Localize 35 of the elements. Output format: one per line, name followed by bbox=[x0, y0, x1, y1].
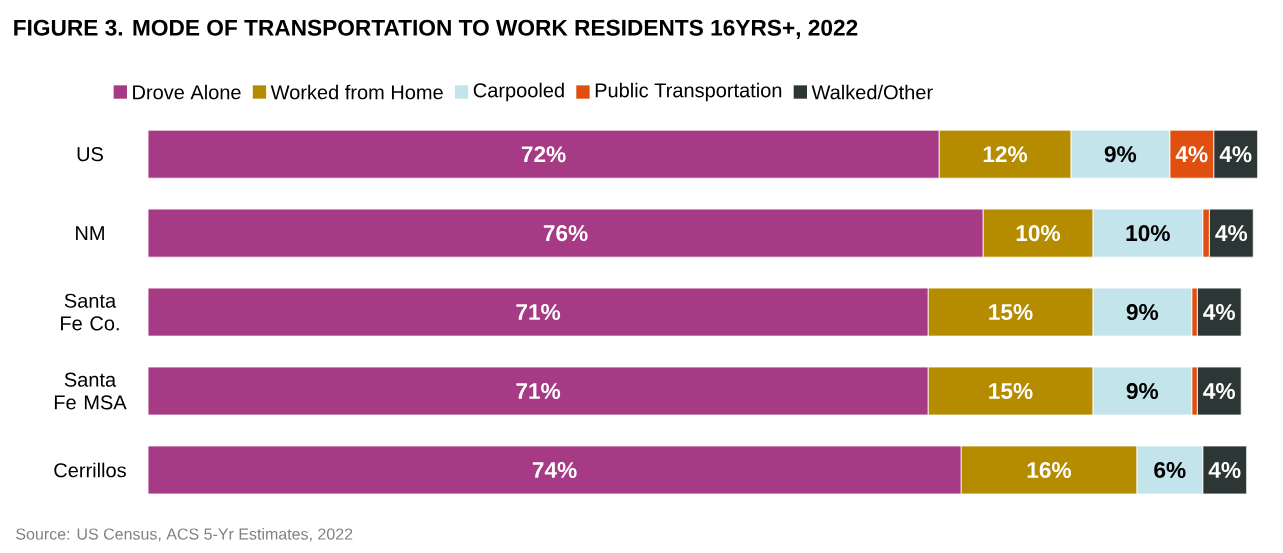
y-tick-label: Santa Fe Co. bbox=[61, 293, 119, 331]
data-label: 74% bbox=[532, 461, 577, 478]
data-label: 71% bbox=[516, 303, 561, 320]
data-label: 4% bbox=[1203, 382, 1235, 399]
data-label: 4% bbox=[1203, 303, 1235, 320]
bar bbox=[1196, 366, 1242, 416]
data-label: 71% bbox=[516, 382, 561, 399]
data-label: 16% bbox=[1027, 461, 1071, 478]
data-label: 10% bbox=[1016, 224, 1061, 241]
bar bbox=[1196, 287, 1242, 337]
data-label: 72% bbox=[521, 145, 566, 162]
chart-title: FIGURE 3. MODE OF TRANSPORTATION TO WORK RESIDENTS 16YRS+, 2022 bbox=[14, 19, 858, 39]
y-tick-label: US bbox=[77, 146, 103, 162]
data-label: 4% bbox=[1219, 145, 1252, 162]
data-label: 12% bbox=[983, 145, 1028, 162]
data-label: 6% bbox=[1154, 461, 1186, 478]
data-label: 15% bbox=[989, 303, 1033, 320]
data-label: 9% bbox=[1126, 382, 1159, 399]
data-label: 4% bbox=[1208, 461, 1241, 478]
legend-label: Public Transportation bbox=[595, 82, 782, 102]
legend-label: Worked from Home bbox=[270, 84, 443, 100]
y-tick-label: NM bbox=[76, 226, 104, 240]
legend-label: Walked/Other bbox=[811, 84, 933, 100]
data-label: 4% bbox=[1175, 145, 1208, 162]
data-label: 9% bbox=[1104, 145, 1137, 162]
y-tick-label: Cerrillos bbox=[54, 462, 126, 478]
data-label: 10% bbox=[1126, 224, 1170, 241]
data-label: 76% bbox=[543, 224, 588, 241]
y-tick-label: Santa Fe MSA bbox=[54, 372, 127, 410]
legend-label: Carpooled bbox=[473, 82, 564, 102]
data-label: 4% bbox=[1215, 224, 1248, 241]
data-label: 15% bbox=[989, 382, 1033, 399]
data-label: 9% bbox=[1126, 303, 1159, 320]
source-note: Source: US Census, ACS 5-Yr Estimates, 2022 bbox=[16, 527, 353, 542]
legend-label: Drove Alone bbox=[133, 84, 241, 100]
